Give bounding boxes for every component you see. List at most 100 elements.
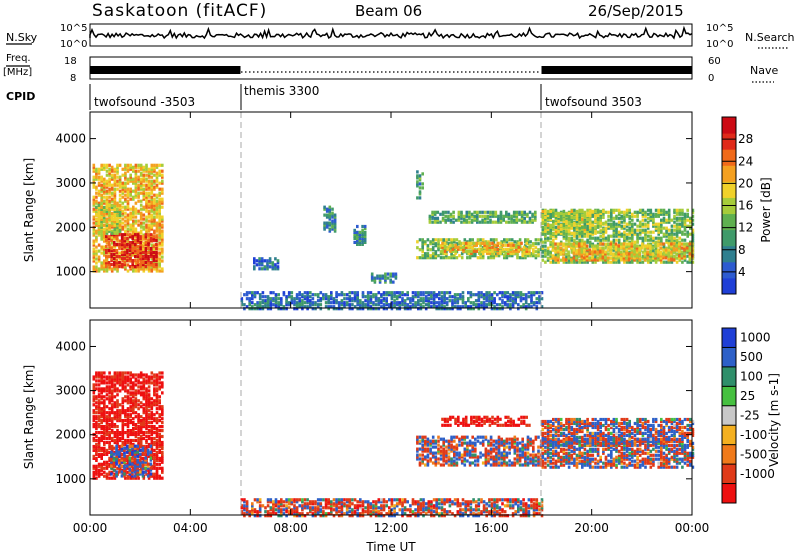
- data-cell: [567, 256, 570, 260]
- data-cell: [610, 240, 613, 244]
- data-cell: [116, 411, 119, 415]
- data-cell: [323, 221, 326, 225]
- data-cell: [488, 297, 491, 301]
- data-cell: [269, 305, 273, 309]
- data-cell: [120, 251, 124, 255]
- data-cell: [134, 233, 137, 237]
- data-cell: [161, 269, 164, 273]
- data-cell: [158, 265, 161, 269]
- data-cell: [667, 232, 671, 236]
- data-cell: [145, 203, 148, 207]
- data-cell: [116, 393, 119, 397]
- data-cell: [385, 301, 388, 305]
- data-cell: [670, 234, 674, 238]
- data-cell: [522, 305, 525, 309]
- data-cell: [361, 301, 365, 305]
- data-cell: [681, 230, 684, 234]
- data-cell: [145, 165, 148, 169]
- data-cell: [128, 233, 132, 237]
- data-cell: [486, 220, 490, 224]
- data-cell: [428, 218, 432, 222]
- data-cell: [132, 476, 135, 480]
- data-cell: [361, 230, 364, 234]
- data-cell: [124, 476, 127, 480]
- data-cell: [444, 220, 447, 224]
- data-cell: [667, 242, 670, 246]
- data-cell: [409, 297, 412, 301]
- data-cell: [161, 169, 164, 173]
- data-cell: [131, 263, 134, 267]
- data-cell: [680, 242, 684, 246]
- data-cell: [443, 251, 447, 255]
- data-cell: [641, 208, 645, 212]
- data-cell: [105, 219, 109, 223]
- data-cell: [100, 373, 103, 377]
- data-cell: [646, 252, 649, 256]
- data-cell: [105, 189, 109, 193]
- data-cell: [152, 257, 156, 261]
- data-cell: [646, 258, 650, 262]
- data-cell: [675, 256, 678, 260]
- data-cell: [485, 291, 488, 295]
- data-cell: [456, 299, 460, 303]
- cpid-row: CPID twofsound -3503 themis 3300 twofsou…: [6, 84, 642, 110]
- data-cell: [118, 245, 121, 249]
- data-cell: [521, 250, 524, 254]
- data-cell: [503, 238, 506, 242]
- data-cell: [631, 258, 634, 262]
- data-cell: [591, 256, 594, 260]
- data-cell: [330, 293, 333, 297]
- data-cell: [103, 429, 106, 433]
- data-cell: [488, 299, 491, 303]
- data-cell: [544, 232, 547, 236]
- data-cell: [502, 218, 505, 222]
- data-cell: [113, 253, 116, 257]
- data-cell: [479, 254, 482, 258]
- data-cell: [541, 244, 545, 248]
- data-cell: [607, 222, 610, 226]
- data-cell: [575, 227, 579, 231]
- data-cell: [145, 187, 148, 191]
- data-cell: [129, 413, 132, 417]
- data-cell: [546, 211, 550, 215]
- data-cell: [602, 209, 605, 213]
- data-cell: [129, 391, 132, 395]
- data-cell: [534, 254, 538, 258]
- data-cell: [358, 242, 362, 246]
- data-cell: [557, 225, 560, 229]
- data-cell: [565, 229, 568, 233]
- data-cell: [465, 220, 469, 224]
- data-cell: [118, 265, 121, 269]
- data-cell: [243, 307, 246, 311]
- data-cell: [401, 303, 404, 307]
- data-cell: [406, 293, 409, 297]
- data-cell: [370, 276, 374, 280]
- data-cell: [439, 246, 443, 250]
- data-cell: [649, 230, 653, 234]
- data-cell: [472, 303, 475, 307]
- data-cell: [467, 305, 470, 309]
- data-cell: [153, 167, 156, 171]
- data-cell: [691, 230, 695, 234]
- data-cell: [540, 305, 544, 309]
- data-cell: [97, 171, 101, 175]
- data-cell: [92, 399, 96, 403]
- freq-panel: Freq. [MHz] 18 8 60 0 Nave: [3, 53, 778, 84]
- data-cell: [382, 293, 386, 297]
- data-cell: [97, 452, 101, 456]
- data-cell: [150, 199, 154, 203]
- data-cell: [488, 247, 492, 251]
- data-cell: [295, 307, 299, 311]
- data-cell: [652, 244, 655, 248]
- data-cell: [678, 222, 682, 226]
- data-cell: [527, 295, 531, 299]
- data-cell: [385, 291, 388, 295]
- data-cell: [139, 423, 143, 427]
- data-cell: [488, 301, 491, 305]
- data-cell: [353, 295, 357, 299]
- data-cell: [546, 258, 550, 262]
- data-cell: [132, 207, 135, 211]
- data-cell: [97, 257, 101, 261]
- power-colorbar-swatch-6: [722, 181, 736, 198]
- data-cell: [150, 187, 154, 191]
